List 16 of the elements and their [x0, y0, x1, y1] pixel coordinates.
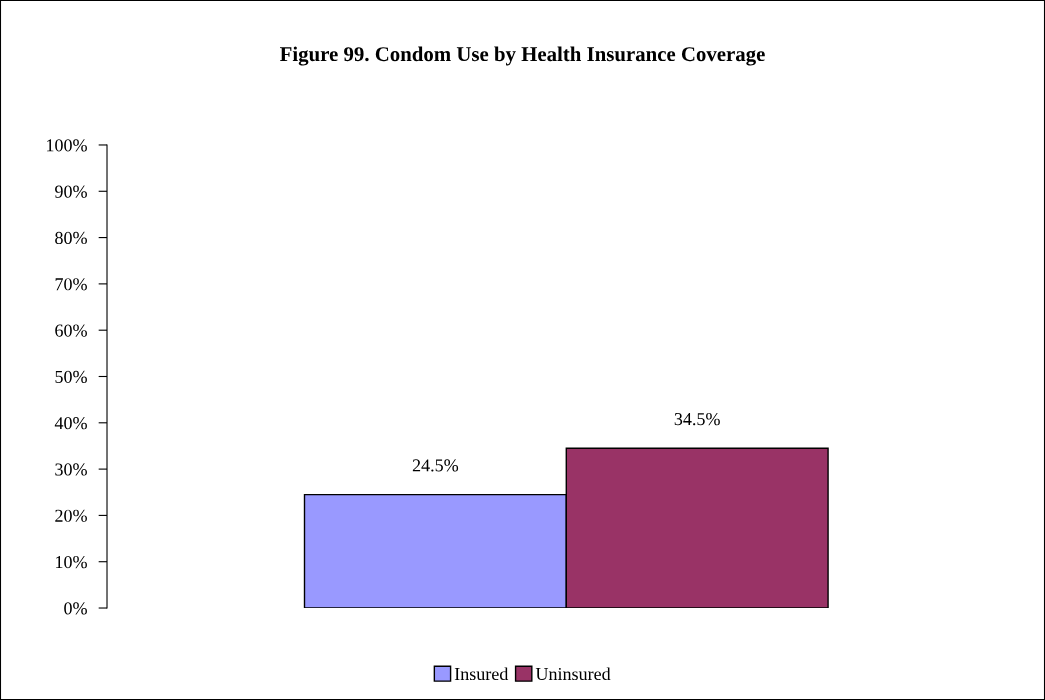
- y-tick-label: 20%: [55, 509, 87, 522]
- legend-label: Uninsured: [535, 667, 611, 681]
- legend-label: Insured: [454, 667, 509, 681]
- y-tick-label: 60%: [55, 324, 87, 337]
- y-tick-label: 40%: [54, 417, 87, 430]
- data-label: 24.5%: [412, 459, 459, 472]
- chart-title: Figure 99. Condom Use by Health Insurance Coverage: [279, 46, 765, 66]
- y-tick-label: 10%: [56, 555, 87, 569]
- y-tick-label: 90%: [55, 185, 87, 198]
- y-tick-label: 30%: [55, 463, 87, 476]
- y-tick-label: 0%: [64, 602, 87, 615]
- y-tick-label: 50%: [55, 370, 87, 383]
- data-label: 34.5%: [674, 412, 720, 426]
- y-tick-label: 80%: [55, 231, 87, 245]
- y-tick-label: 100%: [47, 139, 87, 152]
- y-tick-label: 70%: [55, 278, 87, 291]
